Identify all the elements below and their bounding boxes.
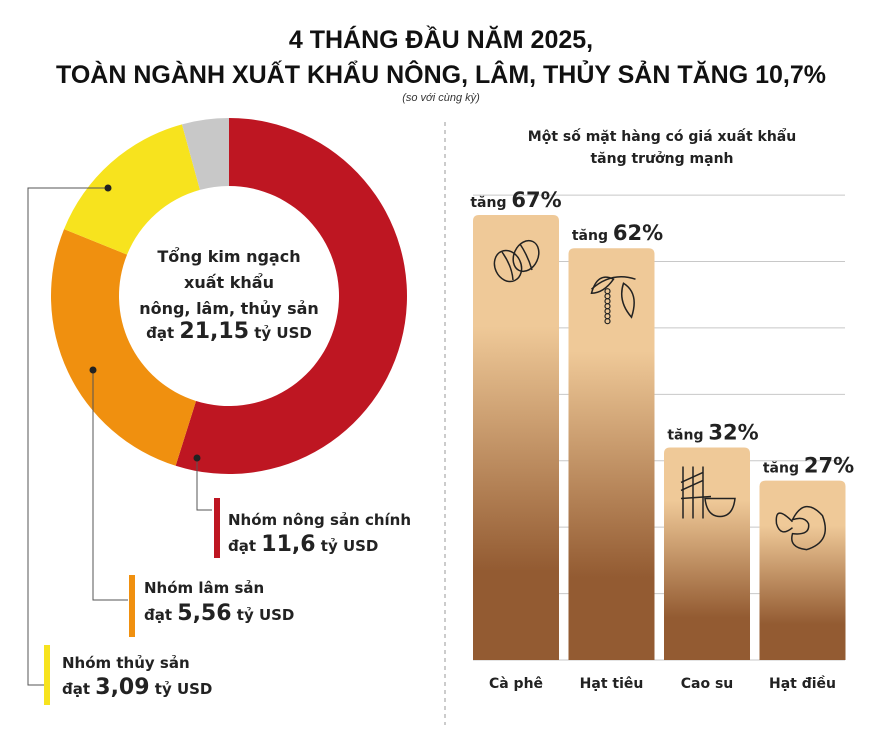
- rubber-tree-icon: [680, 466, 736, 519]
- bar-chart-title: Một số mặt hàng có giá xuất khẩu: [528, 128, 796, 145]
- callout-line: [196, 458, 212, 511]
- donut-center-text: xuất khẩu: [184, 273, 274, 292]
- bar: [664, 447, 750, 660]
- bar-value-label: tăng 32%: [667, 420, 758, 444]
- bar-category-label: Hạt điều: [769, 675, 836, 692]
- pepper-icon: [590, 276, 636, 325]
- donut-center-text: nông, lâm, thủy sản: [139, 299, 319, 318]
- callout-dot: [193, 454, 201, 462]
- donut-slice: [64, 124, 200, 255]
- legend-swatch: [44, 645, 50, 705]
- donut-slice: [50, 229, 197, 466]
- bar-group: tăng 32% Cao su: [664, 420, 759, 692]
- legend-value: đạt 3,09 tỷ USD: [62, 675, 212, 700]
- legend-value: đạt 11,6 tỷ USD: [228, 532, 378, 557]
- bar-value-label: tăng 62%: [572, 221, 663, 245]
- donut-center-text: Tổng kim ngạch: [157, 247, 300, 266]
- bar-chart: Một số mặt hàng có giá xuất khẩu tăng trư…: [470, 128, 854, 692]
- legend-value: đạt 5,56 tỷ USD: [144, 601, 294, 626]
- bar: [473, 215, 559, 660]
- legend-name: Nhóm thủy sản: [62, 654, 190, 672]
- bar: [568, 248, 655, 660]
- bar-value-label: tăng 67%: [470, 188, 561, 212]
- bar: [759, 480, 846, 660]
- bar-group: tăng 62% Hạt tiêu: [568, 221, 663, 692]
- bar-category-label: Cà phê: [489, 676, 543, 692]
- callout-dot: [89, 366, 97, 374]
- donut-chart: Tổng kim ngạch xuất khẩu nông, lâm, thủy s…: [27, 118, 411, 705]
- title-line-2: TOÀN NGÀNH XUẤT KHẨU NÔNG, LÂM, THỦY SẢN…: [56, 59, 826, 89]
- cashew-icon: [775, 505, 826, 551]
- donut-slice: [181, 118, 229, 190]
- callout-dot: [104, 184, 112, 192]
- legend-name: Nhóm lâm sản: [144, 579, 264, 597]
- title-line-1: 4 THÁNG ĐẦU NĂM 2025,: [289, 25, 593, 54]
- bar-group: tăng 67% Cà phê: [470, 188, 561, 692]
- title-note: (so với cùng kỳ): [402, 92, 480, 104]
- donut-slice: [175, 118, 408, 474]
- callout-line: [27, 187, 108, 686]
- bar-value-label: tăng 27%: [763, 454, 854, 478]
- donut-total: đạt 21,15 tỷ USD: [146, 319, 312, 344]
- legend-swatch: [129, 575, 135, 637]
- legend-name: Nhóm nông sản chính: [228, 511, 411, 529]
- bar-category-label: Hạt tiêu: [580, 676, 644, 692]
- bar-group: tăng 27% Hạt điều: [759, 454, 854, 692]
- coffee-bean-icon: [493, 239, 540, 283]
- legend-swatch: [214, 498, 220, 558]
- callout-line: [92, 370, 128, 601]
- bar-category-label: Cao su: [681, 676, 734, 692]
- bar-chart-title: tăng trưởng mạnh: [590, 151, 733, 167]
